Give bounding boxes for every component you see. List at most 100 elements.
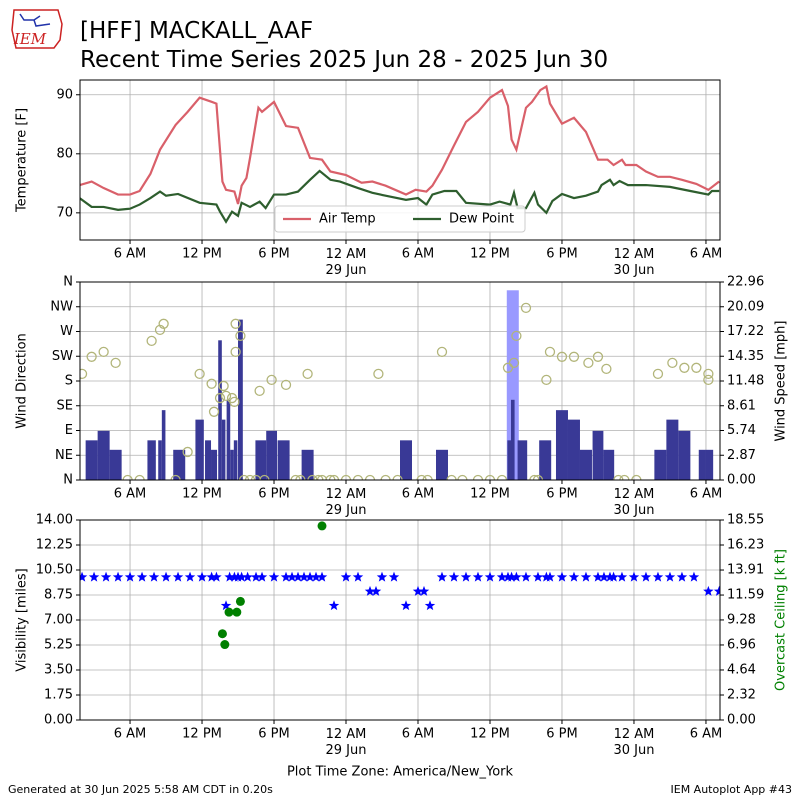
point	[613, 474, 624, 480]
point	[146, 335, 157, 347]
star-point	[224, 571, 235, 582]
bar	[195, 419, 204, 480]
point	[235, 330, 246, 342]
star-point	[652, 571, 664, 582]
star-point	[472, 571, 484, 582]
point	[325, 474, 336, 480]
star-point	[412, 585, 424, 596]
bar	[510, 399, 515, 480]
star-point	[460, 571, 472, 582]
bar	[400, 440, 412, 480]
point	[98, 346, 109, 358]
point	[80, 368, 88, 379]
y2-tick-label: 5.74	[727, 423, 756, 438]
bar	[218, 340, 222, 480]
point	[340, 474, 352, 480]
x-tick-label: 12 PM	[470, 727, 510, 742]
y2-tick-label: 0.00	[727, 713, 756, 728]
star-point	[136, 571, 148, 582]
y2-tick-label: 6.96	[727, 637, 756, 652]
star-point	[268, 571, 280, 582]
point	[703, 374, 714, 386]
bar	[435, 449, 448, 480]
point	[229, 396, 240, 408]
star-point	[340, 571, 352, 582]
y-tick-label: NE	[55, 448, 73, 463]
star-point	[598, 571, 610, 582]
y2-tick-label: 22.96	[727, 275, 764, 290]
star-point	[484, 571, 496, 582]
logo: IEM	[11, 9, 63, 49]
point	[307, 474, 318, 480]
y2-tick-label: 4.64	[727, 662, 756, 677]
point	[290, 474, 301, 480]
footer-right: IEM Autoplot App #43	[671, 783, 793, 796]
star-point	[242, 571, 253, 582]
x-tick-label: 12 PM	[470, 247, 510, 262]
point	[679, 362, 690, 373]
x-tick-label: 12 AM 29 Jun	[326, 727, 367, 758]
footer-left: Generated at 30 Jun 2025 5:58 AM CDT in …	[8, 783, 273, 796]
plot-frame	[79, 79, 721, 241]
y2-tick-label: 13.91	[727, 563, 764, 578]
point	[667, 357, 678, 369]
y2-tick-label: 2.87	[727, 448, 756, 463]
star-point	[184, 571, 196, 582]
plot-area	[80, 290, 714, 480]
x-tick-label: 6 AM	[114, 727, 147, 742]
x-tick-label: 6 PM	[546, 727, 577, 742]
point	[217, 629, 227, 639]
bar	[238, 319, 243, 480]
point	[472, 474, 484, 480]
point	[206, 378, 217, 389]
star-point	[286, 571, 298, 582]
star-point	[80, 571, 88, 582]
bar	[603, 449, 615, 480]
x-tick-label: 6 AM	[690, 487, 723, 502]
point	[170, 474, 181, 480]
point	[295, 474, 306, 480]
star-point	[211, 571, 222, 582]
star-point	[400, 600, 412, 611]
point	[259, 474, 270, 480]
bar	[147, 440, 156, 480]
star-point	[580, 571, 592, 582]
legend-box	[274, 205, 526, 233]
y-axis-label: Visibility [miles]	[15, 568, 30, 671]
star-point	[568, 571, 580, 582]
point	[541, 374, 552, 386]
point	[122, 474, 133, 480]
star-point	[206, 571, 217, 582]
x-tick-label: 12 PM	[182, 727, 222, 742]
point	[235, 596, 245, 606]
point	[364, 474, 376, 480]
star-point	[496, 571, 508, 582]
bar	[266, 430, 278, 480]
y-axis-label: Wind Direction	[15, 333, 30, 429]
y-tick-label: N	[63, 275, 73, 290]
x-tick-label: 6 PM	[546, 247, 577, 262]
y2-tick-label: 2.32	[727, 687, 756, 702]
point	[218, 380, 229, 392]
bar	[255, 440, 267, 480]
point	[182, 446, 193, 458]
x-tick-label: 12 AM 30 Jun	[613, 487, 654, 518]
point	[316, 474, 328, 480]
star-point	[88, 571, 100, 582]
x-tick-label: 12 PM	[182, 487, 222, 502]
bar	[205, 440, 212, 480]
point	[110, 357, 121, 369]
point	[232, 607, 242, 617]
point	[496, 474, 508, 480]
y-tick-label: 10.50	[36, 563, 73, 578]
star-point	[364, 585, 376, 596]
y-tick-label: 12.25	[36, 538, 73, 553]
bar	[555, 410, 568, 480]
bar	[678, 430, 691, 480]
bar	[579, 449, 592, 480]
x-tick-label: 12 PM	[182, 247, 222, 262]
bar	[158, 440, 162, 480]
star-point	[556, 571, 568, 582]
point	[134, 474, 145, 480]
point	[230, 318, 241, 329]
